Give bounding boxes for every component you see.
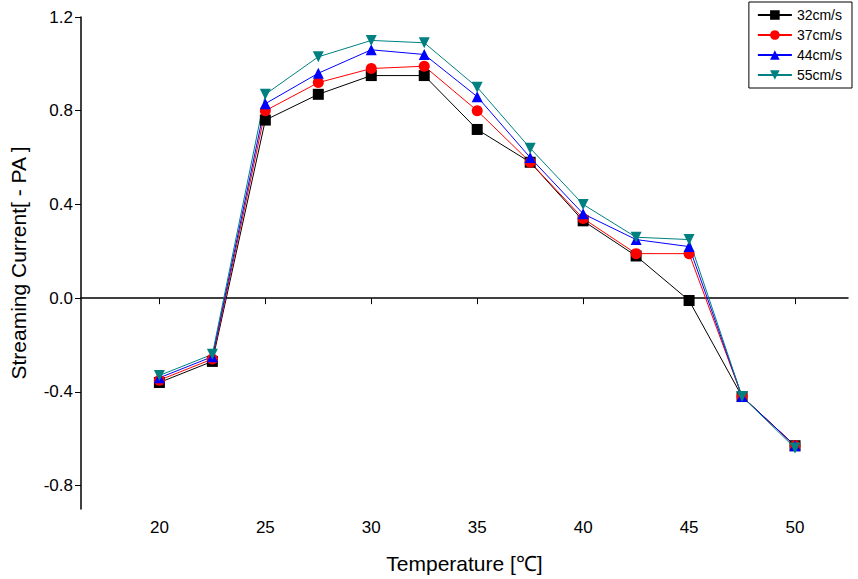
- svg-text:35: 35: [468, 518, 487, 537]
- svg-text:37cm/s: 37cm/s: [797, 27, 842, 43]
- svg-text:32cm/s: 32cm/s: [797, 7, 842, 23]
- svg-text:Streaming Current[ - PA ]: Streaming Current[ - PA ]: [7, 146, 30, 379]
- svg-text:0.8: 0.8: [49, 101, 73, 120]
- svg-text:40: 40: [574, 518, 593, 537]
- svg-text:1.2: 1.2: [49, 8, 73, 27]
- svg-text:25: 25: [256, 518, 275, 537]
- svg-text:0.0: 0.0: [49, 289, 73, 308]
- svg-text:-0.4: -0.4: [44, 382, 73, 401]
- svg-text:30: 30: [362, 518, 381, 537]
- svg-text:44cm/s: 44cm/s: [797, 47, 842, 63]
- svg-text:0.4: 0.4: [49, 195, 73, 214]
- svg-text:20: 20: [150, 518, 169, 537]
- svg-text:50: 50: [786, 518, 805, 537]
- svg-text:-0.8: -0.8: [44, 476, 73, 495]
- svg-text:55cm/s: 55cm/s: [797, 67, 842, 83]
- svg-text:45: 45: [680, 518, 699, 537]
- svg-text:Temperature [℃]: Temperature [℃]: [386, 552, 542, 575]
